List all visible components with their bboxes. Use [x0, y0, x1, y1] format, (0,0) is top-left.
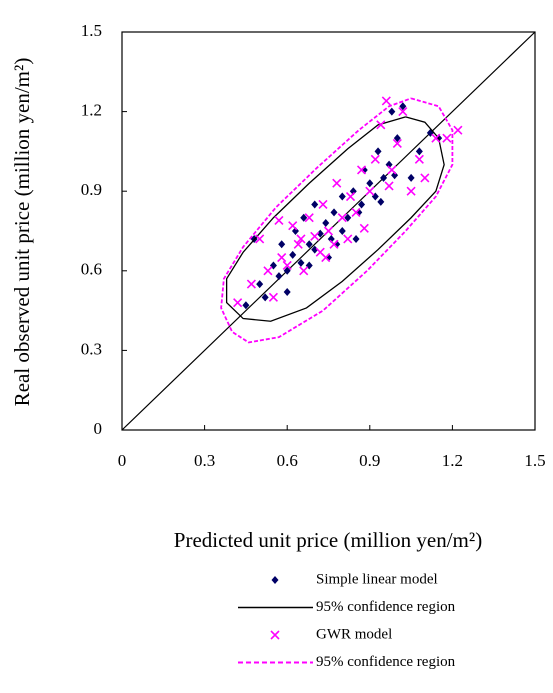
point: [345, 191, 356, 202]
point: [274, 215, 284, 225]
x-tick-label: 0.3: [194, 451, 215, 470]
point: [242, 301, 250, 310]
point: [387, 165, 397, 175]
point: [329, 239, 339, 249]
legend-label: GWR model: [316, 626, 392, 642]
point: [332, 178, 342, 188]
point: [385, 160, 393, 169]
y-axis-label: Real observed unit price (million yen/m²…: [10, 58, 34, 407]
point: [277, 252, 287, 263]
point: [420, 173, 430, 183]
legend-label: 95% confidence region: [316, 654, 456, 670]
point: [351, 207, 361, 217]
point: [398, 107, 408, 117]
point: [261, 293, 269, 302]
point: [376, 120, 386, 130]
x-tick-label: 1.5: [524, 451, 545, 470]
point: [330, 208, 338, 217]
point: [283, 266, 291, 275]
point: [352, 234, 360, 243]
y-tick-label: 0: [94, 419, 103, 438]
point: [344, 213, 352, 222]
point: [304, 213, 314, 223]
point: [377, 197, 385, 206]
point: [380, 173, 388, 182]
point: [384, 181, 394, 191]
point: [316, 229, 324, 238]
point: [275, 272, 283, 281]
point: [414, 154, 424, 164]
point: [321, 252, 331, 263]
point: [453, 125, 463, 135]
point: [349, 187, 357, 196]
x-tick-label: 0: [118, 451, 127, 470]
y-tick-label: 0.3: [81, 339, 102, 358]
point: [381, 96, 391, 106]
point: [393, 134, 401, 143]
legend-marker: [271, 576, 279, 584]
point: [282, 260, 292, 271]
point: [323, 226, 334, 236]
point: [374, 147, 382, 156]
point: [278, 240, 286, 249]
point: [246, 279, 256, 289]
x-tick-label: 0.9: [359, 451, 380, 470]
point: [255, 234, 265, 244]
point: [305, 240, 313, 249]
plot-frame: [121, 31, 536, 431]
point: [322, 219, 330, 228]
point: [406, 186, 416, 196]
point: [358, 200, 366, 209]
point: [311, 200, 319, 209]
point: [365, 186, 375, 196]
point: [310, 231, 320, 241]
x-axis-label: Predicted unit price (million yen/m²): [174, 528, 482, 552]
point: [407, 173, 415, 182]
legend-label: 95% confidence region: [316, 599, 456, 615]
x-tick-label: 1.2: [442, 451, 463, 470]
point: [388, 107, 396, 116]
confidence-region: [225, 116, 445, 322]
point: [366, 179, 374, 188]
point: [233, 298, 243, 308]
point: [431, 133, 441, 143]
point: [359, 223, 369, 233]
point: [300, 213, 308, 222]
point: [391, 171, 399, 180]
point: [283, 288, 291, 297]
point: [297, 258, 305, 267]
point: [337, 213, 347, 223]
point: [370, 154, 380, 164]
point: [415, 147, 423, 156]
y-tick-label: 1.5: [81, 21, 102, 40]
point: [299, 266, 309, 276]
point: [343, 234, 353, 244]
y-tick-label: 0.6: [81, 260, 102, 279]
point: [256, 280, 264, 289]
point: [268, 292, 278, 302]
x-tick-label: 0.6: [277, 451, 298, 470]
point: [296, 234, 306, 244]
point: [293, 239, 303, 249]
point: [392, 138, 402, 149]
point: [442, 133, 452, 143]
point: [263, 266, 273, 276]
confidence-region: [220, 97, 454, 344]
point: [338, 192, 346, 201]
point: [289, 250, 297, 259]
point: [399, 102, 407, 111]
point: [338, 227, 346, 235]
y-tick-label: 1.2: [81, 101, 102, 120]
legend-label: Simple linear model: [316, 571, 438, 587]
point: [311, 245, 319, 254]
point: [356, 165, 367, 175]
legend-marker: [270, 630, 280, 640]
point: [327, 234, 335, 243]
point: [291, 227, 299, 235]
y-tick-label: 0.9: [81, 180, 102, 199]
point: [288, 221, 298, 231]
point: [318, 199, 328, 210]
